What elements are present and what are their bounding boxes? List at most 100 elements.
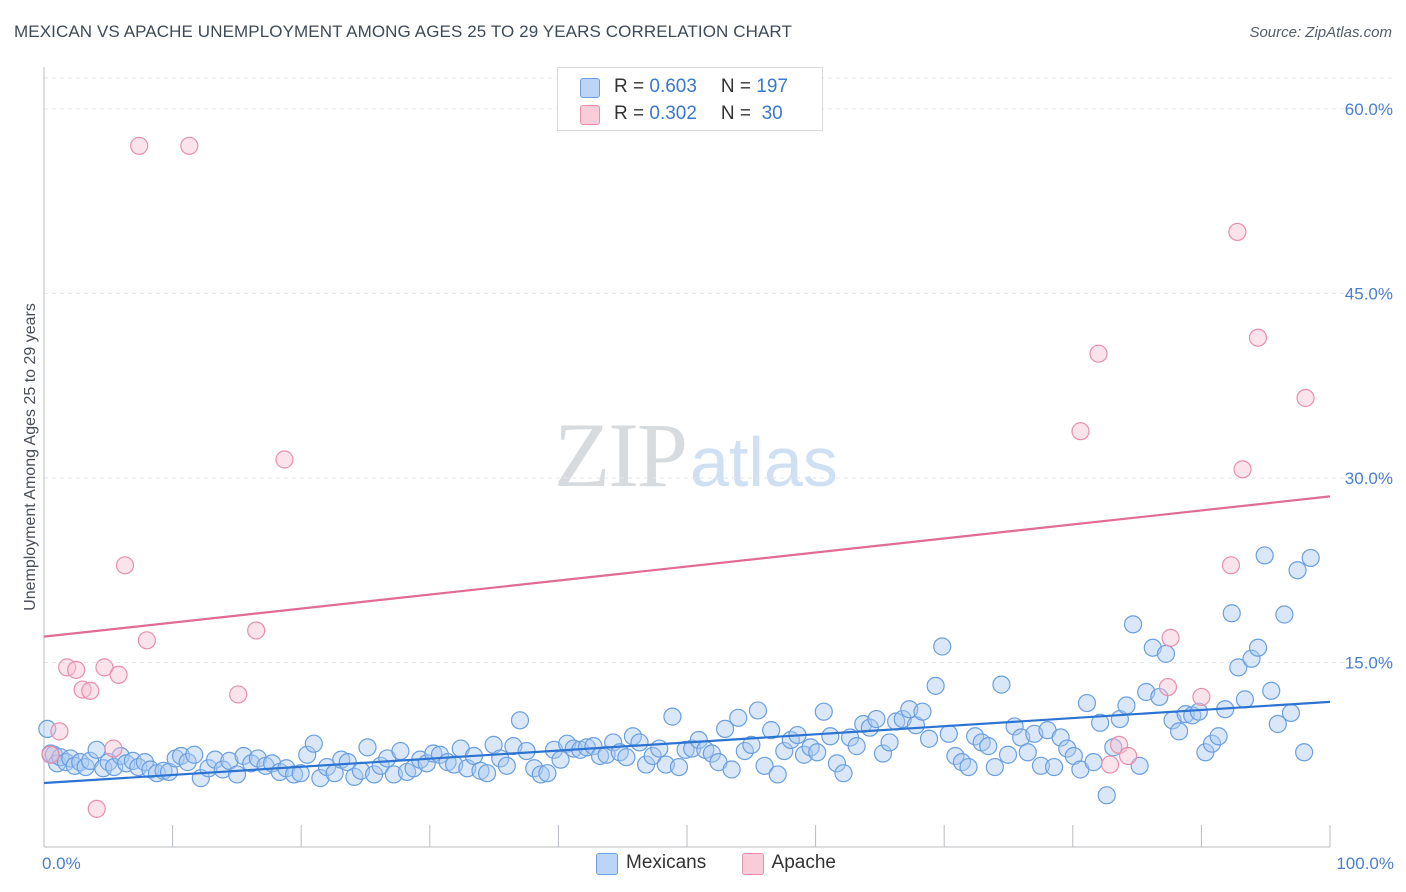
data-points — [38, 136, 1320, 818]
point-apache — [1221, 556, 1241, 575]
point-mexicans — [1255, 546, 1274, 565]
point-mexicans — [538, 764, 557, 783]
point-apache — [73, 680, 92, 699]
point-mexicans — [1281, 703, 1301, 723]
point-mexicans — [992, 675, 1011, 694]
point-mexicans — [1097, 786, 1116, 805]
point-mexicans — [185, 745, 204, 764]
point-apache — [1296, 388, 1315, 408]
legend-swatch-apache — [580, 105, 600, 125]
point-apache — [1089, 344, 1108, 363]
point-mexicans — [650, 739, 669, 758]
point-mexicans — [1242, 649, 1261, 668]
legend-n-value: 197 — [756, 76, 788, 97]
point-mexicans — [669, 757, 689, 777]
point-apache — [137, 631, 156, 650]
point-mexicans — [676, 740, 695, 759]
legend-r-value: 0.603 — [649, 76, 697, 97]
legend-r-value: 0.302 — [649, 103, 697, 124]
point-mexicans — [979, 737, 998, 756]
point-mexicans — [775, 741, 794, 761]
point-mexicans — [1031, 756, 1051, 775]
point-apache — [1071, 422, 1090, 441]
point-mexicans — [998, 745, 1018, 764]
point-apache — [275, 450, 294, 469]
trend-line-mexicans — [43, 700, 1331, 785]
point-mexicans — [893, 709, 912, 729]
y-axis-label: Unemployment Among Ages 25 to 29 years — [22, 303, 39, 611]
point-mexicans — [510, 711, 530, 730]
y-tick-label: 30.0% — [1345, 469, 1393, 488]
point-mexicans — [1235, 690, 1255, 709]
point-mexicans — [762, 721, 781, 740]
point-apache — [109, 665, 128, 684]
point-apache — [1228, 222, 1247, 242]
source-label: Source: ZipAtlas.com — [1249, 24, 1392, 41]
point-mexicans — [867, 709, 886, 729]
point-mexicans — [205, 750, 225, 769]
point-apache — [1233, 460, 1252, 479]
correlation-legend: R = 0.603 N = 197 R = 0.302 N = 30 — [557, 67, 823, 131]
point-mexicans — [1229, 658, 1248, 677]
legend-n-value: 30 — [756, 103, 783, 124]
point-mexicans — [1262, 681, 1281, 700]
point-mexicans — [1202, 734, 1222, 753]
point-mexicans — [768, 765, 787, 784]
x-tick-label: 100.0% — [1336, 854, 1394, 873]
point-mexicans — [1248, 638, 1268, 657]
point-mexicans — [729, 708, 748, 727]
point-mexicans — [531, 765, 550, 784]
point-mexicans — [959, 757, 978, 777]
point-apache — [1192, 687, 1211, 707]
point-mexicans — [847, 737, 866, 756]
point-mexicans — [755, 756, 774, 775]
series-legend: Mexicans Apache — [596, 852, 866, 875]
watermark-atlas: atlas — [690, 423, 838, 501]
point-mexicans — [1301, 548, 1320, 568]
point-apache — [41, 745, 60, 764]
trend-line-apache — [43, 495, 1331, 638]
point-mexicans — [1288, 561, 1307, 580]
point-mexicans — [689, 730, 708, 750]
series-legend-apache: Apache — [741, 852, 836, 875]
point-mexicans — [178, 753, 197, 772]
point-mexicans — [1123, 615, 1143, 634]
point-mexicans — [517, 741, 536, 761]
point-mexicans — [1077, 693, 1097, 713]
point-apache — [87, 799, 106, 818]
point-mexicans — [311, 769, 330, 788]
axes — [43, 67, 1331, 848]
point-mexicans — [715, 719, 735, 739]
point-mexicans — [105, 757, 124, 777]
point-apache — [180, 136, 199, 155]
point-apache — [1100, 755, 1120, 774]
point-mexicans — [617, 748, 636, 767]
point-mexicans — [919, 729, 939, 748]
point-mexicans — [584, 737, 603, 756]
point-mexicans — [1170, 722, 1189, 741]
point-mexicans — [821, 727, 840, 746]
watermark-zip: ZIP — [554, 404, 688, 506]
point-mexicans — [220, 751, 239, 770]
trend-lines — [43, 495, 1331, 785]
point-mexicans — [748, 701, 768, 720]
point-mexicans — [643, 746, 662, 766]
y-tick-label: 60.0% — [1345, 100, 1393, 119]
point-mexicans — [1130, 756, 1149, 775]
point-mexicans — [1051, 728, 1070, 747]
point-mexicans — [1058, 739, 1077, 758]
point-mexicans — [391, 741, 410, 761]
grid-lines — [44, 77, 1394, 663]
series-swatch-mexicans — [596, 853, 618, 875]
point-apache — [67, 660, 86, 679]
x-tick-label: 0.0% — [42, 854, 81, 873]
point-mexicans — [1268, 714, 1287, 734]
point-mexicans — [808, 743, 827, 762]
legend-text-apache: R = 0.302 N = 30 — [614, 103, 783, 124]
point-mexicans — [1084, 753, 1103, 772]
point-mexicans — [227, 765, 247, 784]
point-mexicans — [873, 744, 893, 763]
point-mexicans — [1189, 702, 1208, 721]
point-apache — [104, 739, 123, 758]
